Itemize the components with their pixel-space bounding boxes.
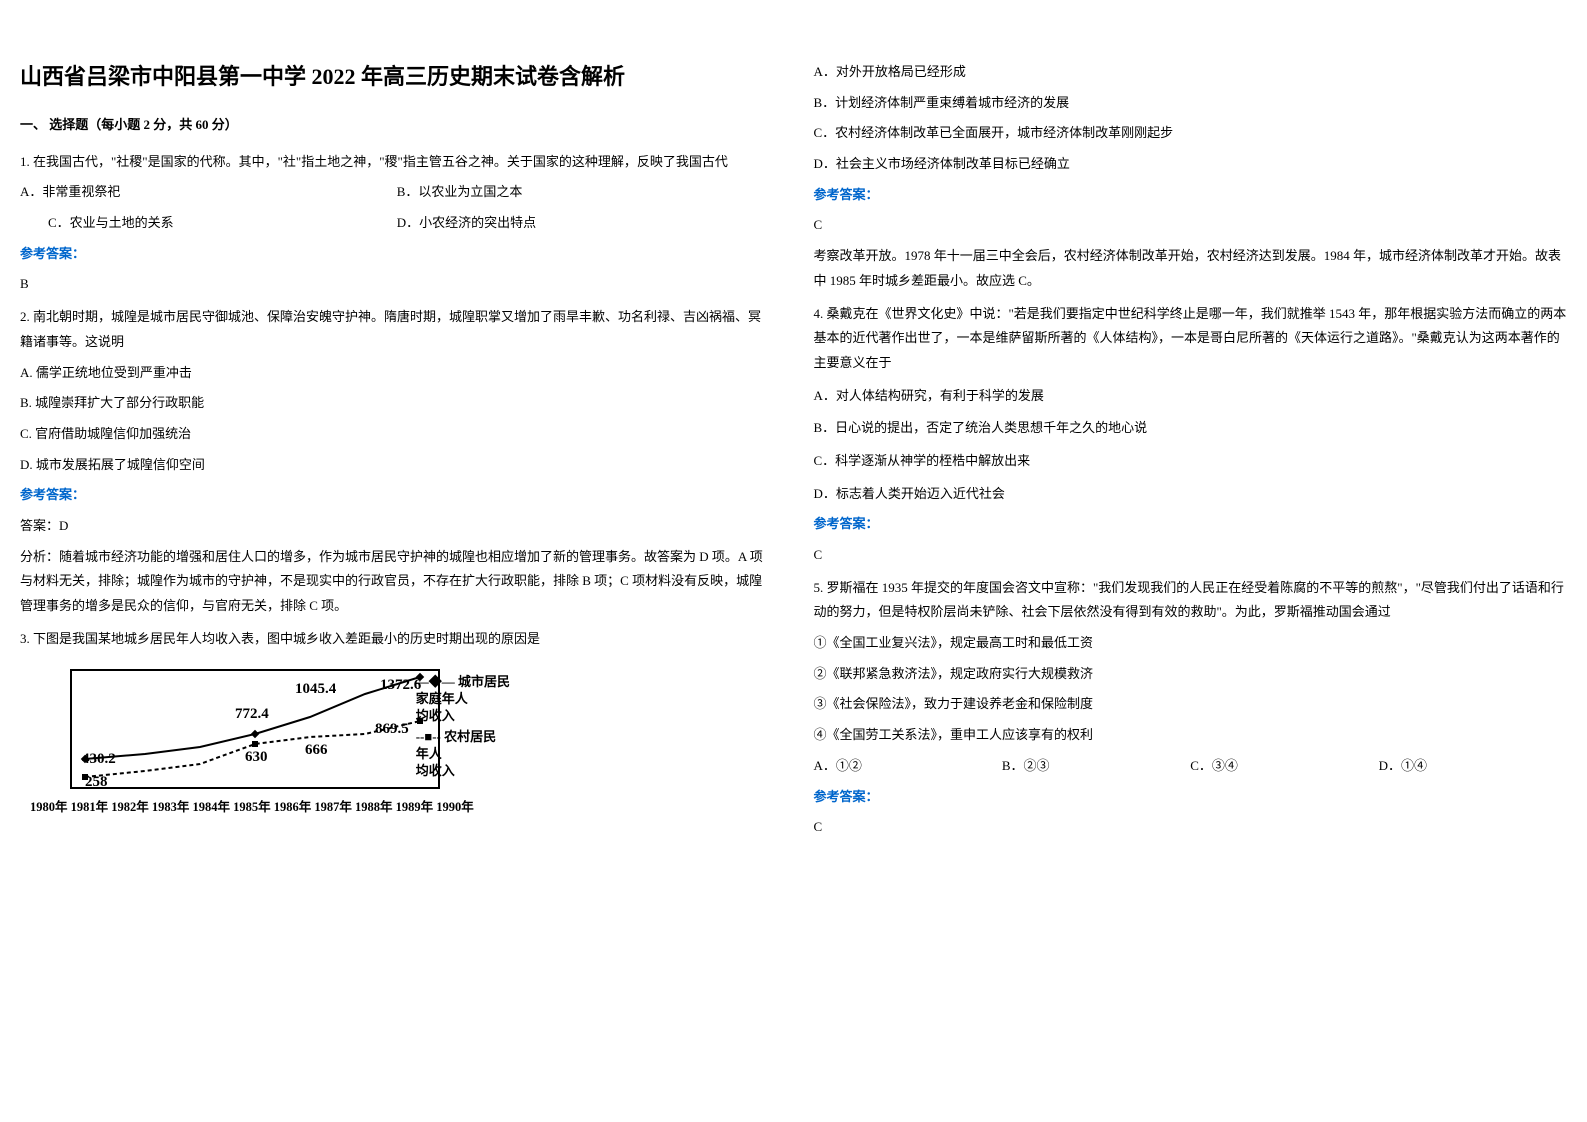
chart-val-869: 869.5: [375, 715, 409, 744]
q3-answer-header: 参考答案：: [814, 183, 1568, 208]
page-container: 山西省吕梁市中阳县第一中学 2022 年高三历史期末试卷含解析 一、 选择题（每…: [20, 60, 1567, 848]
chart-val-630: 630: [245, 743, 268, 772]
q3-answer: C: [814, 213, 1568, 238]
q5-text: 5. 罗斯福在 1935 年提交的年度国会咨文中宣称："我们发现我们的人民正在经…: [814, 576, 1568, 625]
q1-opt-c: C．农业与土地的关系: [20, 211, 397, 236]
chart-x-axis: 1980年 1981年 1982年 1983年 1984年 1985年 1986…: [30, 796, 540, 820]
question-3: 3. 下图是我国某地城乡居民年人均收入表，图中城乡收入差距最小的历史时期出现的原…: [20, 627, 774, 835]
q5-item1: ①《全国工业复兴法》，规定最高工时和最低工资: [814, 631, 1568, 656]
chart-val-666: 666: [305, 736, 328, 765]
question-2: 2. 南北朝时期，城隍是城市居民守御城池、保障治安魄守护神。隋唐时期，城隍职掌又…: [20, 305, 774, 619]
q1-options-row2: C．农业与土地的关系 D．小农经济的突出特点: [20, 211, 774, 236]
q5-answer-header: 参考答案：: [814, 785, 1568, 810]
q2-analysis: 分析：随着城市经济功能的增强和居住人口的增多，作为城市居民守护神的城隍也相应增加…: [20, 545, 774, 619]
q1-opt-a: A．非常重视祭祀: [20, 180, 397, 205]
marker-diamond: [251, 730, 259, 738]
q2-opt-c: C. 官府借助城隍信仰加强统治: [20, 422, 774, 447]
q2-answer-header: 参考答案：: [20, 483, 774, 508]
legend-rural: --■-- 农村居民年人均收入: [416, 729, 510, 780]
q4-opt-d: D．标志着人类开始迈入近代社会: [814, 482, 1568, 507]
q3-opt-d: D．社会主义市场经济体制改革目标已经确立: [814, 152, 1568, 177]
q2-opt-a: A. 儒学正统地位受到严重冲击: [20, 361, 774, 386]
q3-text: 3. 下图是我国某地城乡居民年人均收入表，图中城乡收入差距最小的历史时期出现的原…: [20, 627, 774, 652]
question-4: 4. 桑戴克在《世界文化史》中说："若是我们要指定中世纪科学终止是哪一年，我们就…: [814, 302, 1568, 568]
q5-opt-d: D．①④: [1379, 754, 1567, 779]
q2-opt-b: B. 城隍崇拜扩大了部分行政职能: [20, 391, 774, 416]
q5-opt-c: C．③④: [1190, 754, 1378, 779]
chart-val-258: 258: [85, 768, 108, 797]
q4-opt-c: C．科学逐渐从神学的桎梏中解放出来: [814, 449, 1568, 474]
question-5: 5. 罗斯福在 1935 年提交的年度国会咨文中宣称："我们发现我们的人民正在经…: [814, 576, 1568, 840]
question-3-continued: A．对外开放格局已经形成 B．计划经济体制严重束缚着城市经济的发展 C．农村经济…: [814, 60, 1568, 294]
right-column: A．对外开放格局已经形成 B．计划经济体制严重束缚着城市经济的发展 C．农村经济…: [814, 60, 1568, 848]
question-1: 1. 在我国古代，"社稷"是国家的代称。其中，"社"指土地之神，"稷"指主管五谷…: [20, 150, 774, 297]
q3-analysis: 考察改革开放。1978 年十一届三中全会后，农村经济体制改革开始，农村经济达到发…: [814, 244, 1568, 293]
q4-answer-header: 参考答案：: [814, 512, 1568, 537]
exam-title: 山西省吕梁市中阳县第一中学 2022 年高三历史期末试卷含解析: [20, 60, 774, 93]
legend-dash-marker: --■--: [416, 729, 441, 744]
left-column: 山西省吕梁市中阳县第一中学 2022 年高三历史期末试卷含解析 一、 选择题（每…: [20, 60, 774, 848]
q5-item2: ②《联邦紧急救济法》，规定政府实行大规模救济: [814, 662, 1568, 687]
q2-text: 2. 南北朝时期，城隍是城市居民守御城池、保障治安魄守护神。隋唐时期，城隍职掌又…: [20, 305, 774, 354]
q1-answer-header: 参考答案：: [20, 242, 774, 267]
q5-answer: C: [814, 815, 1568, 840]
q5-opt-b: B．②③: [1002, 754, 1190, 779]
q1-opt-b: B．以农业为立国之本: [397, 180, 774, 205]
q1-opt-d: D．小农经济的突出特点: [397, 211, 774, 236]
chart-val-772: 772.4: [235, 700, 269, 729]
chart-val-1045: 1045.4: [295, 675, 336, 704]
q5-options: A．①② B．②③ C．③④ D．①④: [814, 754, 1568, 779]
q3-opt-c: C．农村经济体制改革已全面展开，城市经济体制改革刚刚起步: [814, 121, 1568, 146]
q1-options-row1: A．非常重视祭祀 B．以农业为立国之本: [20, 180, 774, 205]
q4-opt-b: B．日心说的提出，否定了统治人类思想千年之久的地心说: [814, 416, 1568, 441]
legend-solid-marker: —◆—: [416, 674, 455, 689]
q1-text: 1. 在我国古代，"社稷"是国家的代称。其中，"社"指土地之神，"稷"指主管五谷…: [20, 150, 774, 175]
q5-item3: ③《社会保险法》，致力于建设养老金和保险制度: [814, 692, 1568, 717]
q4-text: 4. 桑戴克在《世界文化史》中说："若是我们要指定中世纪科学终止是哪一年，我们就…: [814, 302, 1568, 376]
legend-urban: —◆— 城市居民家庭年人均收入: [416, 674, 510, 725]
q5-item4: ④《全国劳工关系法》，重申工人应该享有的权利: [814, 723, 1568, 748]
chart-legend: —◆— 城市居民家庭年人均收入 --■-- 农村居民年人均收入: [416, 674, 510, 783]
q4-answer: C: [814, 543, 1568, 568]
income-chart: 430.2 258 772.4 1045.4 1372.6 630 666 86…: [30, 659, 490, 834]
q2-opt-d: D. 城市发展拓展了城隍信仰空间: [20, 453, 774, 478]
q3-opt-b: B．计划经济体制严重束缚着城市经济的发展: [814, 91, 1568, 116]
q4-opt-a: A．对人体结构研究，有利于科学的发展: [814, 384, 1568, 409]
q1-answer: B: [20, 272, 774, 297]
section-1-header: 一、 选择题（每小题 2 分，共 60 分）: [20, 113, 774, 138]
q3-opt-a: A．对外开放格局已经形成: [814, 60, 1568, 85]
q2-answer-label: 答案：D: [20, 514, 774, 539]
q5-opt-a: A．①②: [814, 754, 1002, 779]
